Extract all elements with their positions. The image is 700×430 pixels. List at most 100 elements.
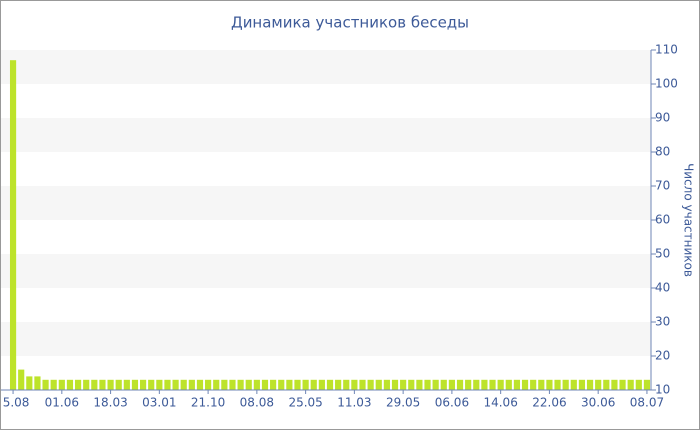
bar <box>505 379 512 390</box>
bar <box>156 379 163 390</box>
bar <box>481 379 488 390</box>
bar <box>26 376 33 390</box>
bar <box>245 379 252 390</box>
y-tick-label: 90 <box>655 111 670 125</box>
bar <box>229 379 236 390</box>
bar <box>400 379 407 390</box>
bar <box>188 379 195 390</box>
bar <box>302 379 309 390</box>
x-tick-label: 06.06 <box>435 396 469 410</box>
bar <box>611 379 618 390</box>
bar <box>562 379 569 390</box>
bar <box>619 379 626 390</box>
bar <box>237 379 244 390</box>
bar <box>538 379 545 390</box>
bar <box>326 379 334 390</box>
bar <box>424 379 431 390</box>
bar <box>196 379 204 390</box>
bar <box>99 379 106 390</box>
bar <box>140 379 147 390</box>
bar <box>221 379 228 390</box>
x-tick-label: 03.01 <box>142 396 176 410</box>
y-tick-label: 40 <box>655 281 670 295</box>
x-tick-label: 18.03 <box>93 396 127 410</box>
bar <box>351 379 358 390</box>
bar <box>74 379 82 390</box>
bar <box>172 379 179 390</box>
grid-band <box>1 322 651 356</box>
bar <box>586 379 594 390</box>
x-tick-label: 25.05 <box>288 396 322 410</box>
bar <box>310 379 317 390</box>
bar <box>627 379 634 390</box>
bar <box>107 379 114 390</box>
bar <box>359 379 366 390</box>
bar <box>205 379 212 390</box>
y-tick-label: 70 <box>655 179 670 193</box>
bar <box>578 379 586 390</box>
x-tick-label: 14.06 <box>483 396 517 410</box>
bar <box>42 379 49 390</box>
bar <box>213 379 220 390</box>
x-tick-label: 11.03 <box>337 396 371 410</box>
bar <box>497 379 504 390</box>
x-tick-label: 01.06 <box>45 396 79 410</box>
x-tick-label: 08.07 <box>630 396 664 410</box>
x-tick-label: 21.10 <box>191 396 225 410</box>
bar <box>261 379 269 390</box>
bar <box>448 379 455 390</box>
bar <box>343 379 350 390</box>
bar <box>123 379 130 390</box>
bar <box>34 376 41 390</box>
y-tick-label: 110 <box>655 43 678 57</box>
bar <box>643 379 651 390</box>
bar <box>83 379 90 390</box>
y-tick-label: 100 <box>655 77 678 91</box>
bar <box>367 379 374 390</box>
bar <box>603 379 610 390</box>
grid-band <box>1 50 651 84</box>
bar <box>513 379 520 390</box>
bar <box>164 379 171 390</box>
bar <box>318 379 325 390</box>
bar <box>180 379 187 390</box>
bar <box>50 379 57 390</box>
y-tick-label: 10 <box>655 383 670 397</box>
x-tick-label: 5.08 <box>3 396 30 410</box>
bar <box>595 379 602 390</box>
y-tick-label: 80 <box>655 145 670 159</box>
bar <box>546 379 553 390</box>
bar <box>635 379 642 390</box>
bar <box>58 379 65 390</box>
bar <box>554 379 561 390</box>
bar <box>91 379 98 390</box>
bar <box>489 379 496 390</box>
bar <box>270 379 277 390</box>
bar <box>408 379 415 390</box>
y-tick-label: 50 <box>655 247 670 261</box>
bar <box>440 379 447 390</box>
grid-band <box>1 186 651 220</box>
bar <box>115 379 122 390</box>
bar <box>294 379 301 390</box>
bar <box>148 379 155 390</box>
y-tick-label: 20 <box>655 349 670 363</box>
bar <box>286 379 293 390</box>
bar <box>131 379 139 390</box>
bar <box>416 379 423 390</box>
bar <box>432 379 439 390</box>
x-tick-label: 30.06 <box>581 396 615 410</box>
bar <box>335 379 342 390</box>
bar <box>278 379 285 390</box>
bar <box>253 379 260 390</box>
grid-band <box>1 118 651 152</box>
x-tick-label: 29.05 <box>386 396 420 410</box>
y-axis-label: Число участников <box>682 163 696 277</box>
x-tick-label: 08.08 <box>240 396 274 410</box>
bar <box>383 379 390 390</box>
bar <box>456 379 464 390</box>
bar <box>521 379 529 390</box>
x-tick-label: 22.06 <box>532 396 566 410</box>
chart-title: Динамика участников беседы <box>231 14 469 32</box>
